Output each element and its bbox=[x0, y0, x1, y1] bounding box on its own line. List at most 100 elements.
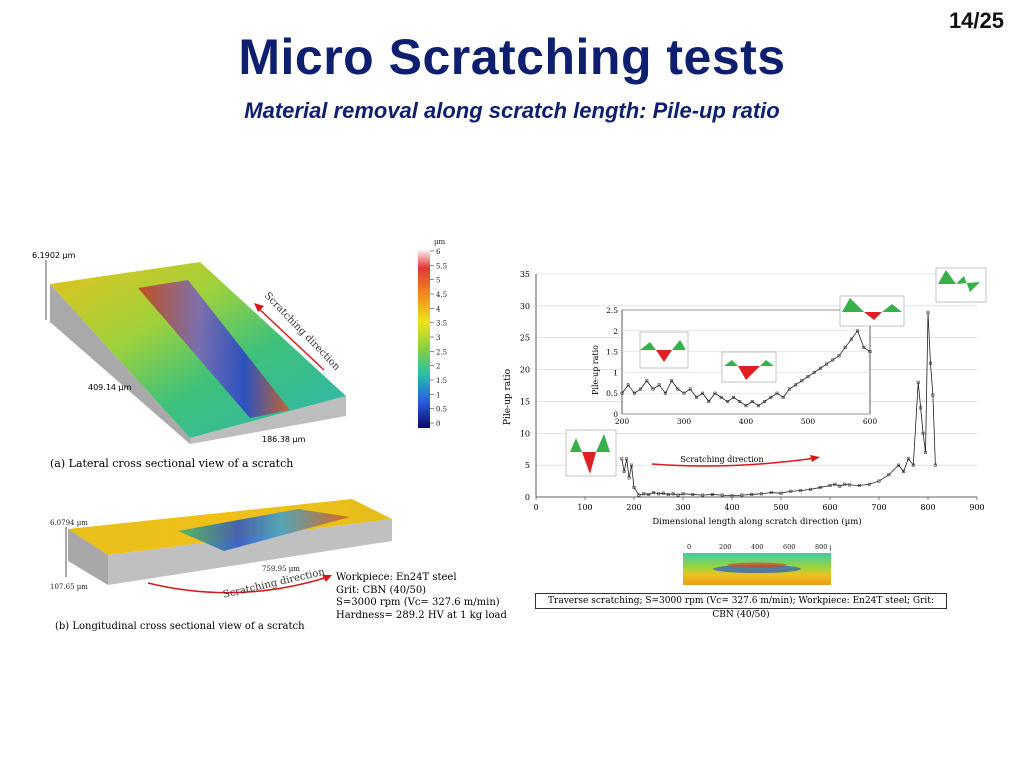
main-y-tick-label: 0 bbox=[525, 493, 530, 502]
inset-y-tick-label: 0.5 bbox=[606, 389, 618, 398]
inset-data-point bbox=[825, 362, 829, 366]
inset-data-point bbox=[632, 391, 636, 395]
info-box: Traverse scratching; S=3000 rpm (Vc= 327… bbox=[535, 593, 947, 620]
main-data-point bbox=[931, 393, 935, 397]
main-data-point bbox=[799, 489, 803, 493]
main-data-point bbox=[828, 484, 832, 487]
main-data-point bbox=[769, 491, 773, 494]
colorbar-tick-label: 0 bbox=[436, 420, 440, 428]
workpiece-info: Workpiece: En24T steel Grit: CBN (40/50)… bbox=[336, 572, 507, 622]
slide-title: Micro Scratching tests bbox=[238, 29, 786, 85]
strip-scale-label: 200 bbox=[719, 543, 731, 551]
inset-data-point bbox=[682, 391, 686, 395]
inset-data-point bbox=[868, 350, 872, 354]
main-data-point bbox=[750, 493, 754, 496]
main-data-point bbox=[627, 476, 631, 480]
profile-scan-strip: 0 200 400 600 800 µm bbox=[683, 543, 831, 585]
main-direction-arrow-head bbox=[810, 455, 820, 462]
inset-data-point bbox=[781, 395, 785, 399]
inset-y-tick-label: 1.5 bbox=[606, 348, 618, 357]
main-data-point bbox=[632, 485, 636, 489]
colorbar-tick-label: 1 bbox=[436, 391, 440, 399]
inset-y-tick-label: 0 bbox=[613, 410, 618, 419]
inset-data-point bbox=[794, 383, 798, 387]
inset-data-point bbox=[620, 391, 624, 395]
inset-data-point bbox=[831, 358, 835, 362]
main-y-tick-label: 35 bbox=[520, 270, 530, 279]
inset-x-tick-label: 200 bbox=[615, 417, 630, 426]
main-data-point bbox=[929, 361, 932, 365]
inset-data-point bbox=[657, 383, 661, 387]
main-data-point bbox=[676, 493, 680, 497]
inset-data-point bbox=[688, 387, 692, 391]
inset-y-axis-label: Pile-up ratio bbox=[591, 345, 600, 395]
inset-data-point bbox=[663, 391, 667, 395]
inset-data-point bbox=[707, 400, 711, 403]
main-data-point bbox=[671, 492, 675, 496]
inset-data-point bbox=[744, 404, 748, 408]
main-data-point bbox=[897, 463, 901, 467]
main-data-point bbox=[730, 494, 734, 498]
workpiece-line-3: S=3000 rpm (Vc= 327.6 m/min) bbox=[336, 597, 500, 608]
main-data-point bbox=[906, 457, 910, 461]
main-x-tick-label: 0 bbox=[533, 503, 538, 512]
colorbar-tick-label: 3 bbox=[436, 334, 440, 342]
main-data-point bbox=[661, 491, 665, 495]
colorbar-tick-label: 4.5 bbox=[436, 291, 447, 299]
x-dim-label-b: 759.95 µm bbox=[262, 565, 300, 573]
main-data-point bbox=[630, 463, 634, 467]
main-x-tick-label: 500 bbox=[773, 503, 788, 512]
main-data-point bbox=[789, 489, 793, 493]
colorbar-tick-label: 6 bbox=[436, 248, 441, 256]
inset-data-point bbox=[645, 379, 649, 383]
inset-data-point bbox=[719, 395, 723, 399]
main-chart-axes bbox=[535, 274, 977, 498]
inset-data-point bbox=[849, 337, 853, 341]
main-x-tick-label: 100 bbox=[577, 503, 592, 512]
colorbar-tick-label: 5.5 bbox=[436, 262, 447, 270]
main-data-point bbox=[919, 406, 923, 410]
direction-arrow-a bbox=[255, 305, 325, 371]
main-x-tick-label: 800 bbox=[920, 503, 935, 512]
scratch-groove-a bbox=[138, 280, 290, 418]
colorbar-tick-label: 2 bbox=[436, 363, 440, 371]
main-x-tick-label: 700 bbox=[871, 503, 886, 512]
strip-scale-label: 800 µm bbox=[815, 543, 831, 551]
inset-y-tick-label: 2 bbox=[613, 327, 618, 336]
color-scale-bar: µm 6 5.5 5 4.5 4 3.5 3 2.5 2 1.5 1 0.5 0 bbox=[418, 238, 447, 428]
main-x-tick-label: 400 bbox=[724, 503, 739, 512]
profile-thumbnail-4 bbox=[935, 267, 987, 303]
inset-data-point bbox=[775, 391, 779, 395]
main-data-point bbox=[701, 493, 705, 497]
inset-x-tick-label: 300 bbox=[677, 417, 692, 426]
profile-thumbnail-5 bbox=[565, 429, 617, 477]
main-data-point bbox=[720, 493, 724, 497]
strip-scale-label: 0 bbox=[687, 543, 691, 551]
x-dim-label-a: 186.38 µm bbox=[262, 435, 306, 444]
inset-data-point bbox=[676, 387, 680, 391]
figure-a-3d-view: 6.1902 µm 409.14 µm 186.38 µm Scratching… bbox=[32, 251, 346, 444]
main-x-tick-label: 600 bbox=[822, 503, 837, 512]
inset-data-point bbox=[732, 395, 736, 399]
inset-data-point bbox=[713, 391, 717, 395]
inset-data-point bbox=[651, 387, 655, 391]
main-y-tick-label: 15 bbox=[520, 397, 530, 406]
main-data-point bbox=[710, 493, 714, 496]
z-max-label-a: 6.1902 µm bbox=[32, 251, 76, 260]
profile-thumbnail-1 bbox=[639, 331, 689, 369]
colorbar-tick-label: 1.5 bbox=[436, 377, 447, 385]
colorbar-tick-label: 4 bbox=[436, 305, 441, 313]
figure-b-3d-view: 6.0794 µm 107.65 µm 759.95 µm bbox=[50, 499, 392, 594]
main-data-point bbox=[843, 482, 847, 486]
main-series-points bbox=[620, 310, 937, 498]
workpiece-line-4: Hardness= 289.2 HV at 1 kg load bbox=[336, 609, 507, 621]
main-data-point bbox=[926, 310, 930, 314]
main-data-point bbox=[691, 493, 695, 496]
z-min-label-b: 107.65 µm bbox=[50, 583, 88, 591]
strip-scale-label: 600 bbox=[783, 543, 795, 551]
main-data-point bbox=[759, 492, 763, 496]
main-data-point bbox=[652, 491, 656, 494]
inset-data-point bbox=[738, 400, 742, 403]
